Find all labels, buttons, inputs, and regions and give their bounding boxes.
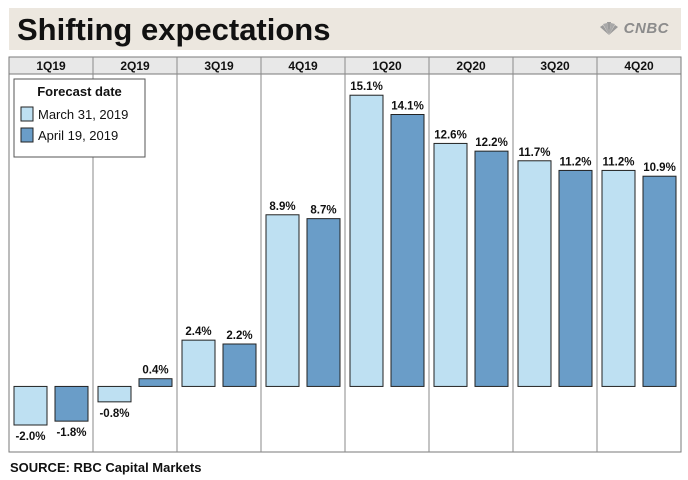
quarter-label: 1Q20 [372, 59, 402, 73]
quarter-label: 3Q19 [204, 59, 234, 73]
data-label: 8.9% [269, 201, 295, 213]
quarter-label: 4Q20 [624, 59, 654, 73]
bar-series-1 [13, 385, 48, 426]
data-label: -2.0% [15, 431, 45, 443]
data-label: 2.2% [226, 330, 252, 342]
data-label: 2.4% [185, 326, 211, 338]
peacock-icon [599, 21, 618, 35]
data-label: -1.8% [56, 427, 86, 439]
data-label: 11.7% [519, 147, 551, 159]
data-label: 15.1% [350, 81, 383, 93]
data-label: 0.4% [142, 365, 168, 377]
bar-series-2 [558, 169, 593, 387]
data-label: 12.6% [434, 129, 467, 141]
bar-series-1 [349, 94, 384, 387]
bar-series-1 [601, 169, 636, 387]
data-label: 11.2% [560, 156, 592, 168]
quarter-label: 2Q19 [120, 59, 150, 73]
bar-series-1 [517, 160, 552, 387]
chart-title: Shifting expectations [17, 12, 331, 47]
bar-series-1 [181, 339, 216, 387]
legend-label-2: April 19, 2019 [38, 128, 118, 143]
legend-title: Forecast date [37, 84, 122, 99]
bar-series-2 [474, 150, 509, 387]
quarter-label: 3Q20 [540, 59, 570, 73]
bar-series-2 [54, 385, 89, 422]
quarter-label: 4Q19 [288, 59, 318, 73]
logo-text: CNBC [623, 20, 669, 37]
data-label: 14.1% [391, 101, 424, 113]
bar-series-1 [433, 142, 468, 387]
legend-swatch-2 [20, 127, 34, 143]
quarter-label: 2Q20 [456, 59, 486, 73]
legend-box [13, 78, 146, 158]
data-label: -0.8% [99, 408, 129, 420]
data-label: 8.7% [310, 205, 336, 217]
source-note: SOURCE: RBC Capital Markets [10, 460, 202, 475]
bar-series-1 [265, 214, 300, 387]
data-label: 10.9% [643, 162, 676, 174]
bar-series-2 [138, 378, 173, 387]
bar-series-2 [306, 218, 341, 387]
bar-series-2 [390, 114, 425, 387]
bar-series-2 [642, 175, 677, 387]
legend-swatch-1 [20, 106, 34, 122]
bar-series-2 [222, 343, 257, 387]
data-label: 12.2% [475, 137, 508, 149]
title-bar: Shifting expectations CNBC [9, 8, 681, 50]
cnbc-logo: CNBC [598, 20, 669, 37]
data-label: 11.2% [603, 156, 635, 168]
bar-series-1 [97, 385, 132, 403]
quarter-label: 1Q19 [36, 59, 66, 73]
legend-label-1: March 31, 2019 [38, 107, 128, 122]
